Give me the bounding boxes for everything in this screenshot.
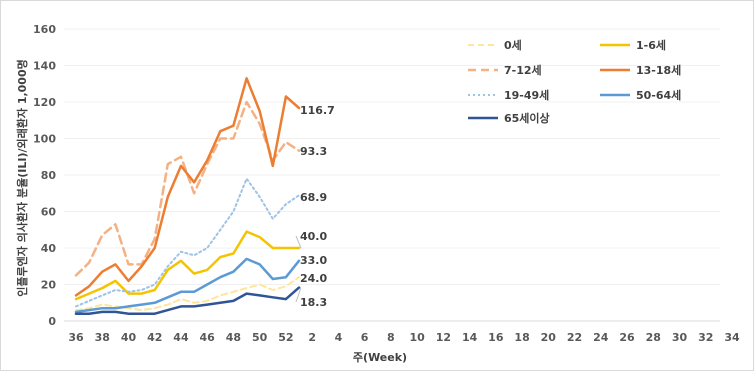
series-line-0세 — [75, 276, 300, 312]
x-tick-label: 46 — [200, 331, 216, 344]
end-value-label: 24.0 — [300, 272, 327, 285]
y-tick-label: 100 — [33, 133, 56, 146]
legend-label: 1-6세 — [636, 38, 666, 52]
x-tick-label: 44 — [173, 331, 189, 344]
x-tick-label: 8 — [387, 331, 395, 344]
series-line-65세이상 — [74, 286, 301, 315]
x-tick-label: 50 — [252, 331, 268, 344]
series-layer — [74, 77, 301, 315]
x-tick-label: 52 — [278, 331, 293, 344]
legend: 0세 1-6세 7-12세 13-18세 19-49세 50-64세 65세이상 — [468, 38, 681, 125]
legend-label: 7-12세 — [504, 63, 542, 77]
x-tick-label: 10 — [409, 331, 425, 344]
series-line-1-6세 — [74, 230, 301, 301]
x-axis-title: 주(Week) — [353, 351, 407, 364]
series-line-19-49세 — [75, 177, 300, 308]
x-tick-label: 40 — [121, 331, 137, 344]
y-axis-title: 인플루엔자 의사환자 분율(ILI)/외래환자 1,000명 — [15, 59, 29, 296]
x-tick-label: 16 — [488, 331, 504, 344]
x-tick-label: 30 — [672, 331, 688, 344]
x-tick-label: 14 — [462, 331, 478, 344]
y-tick-label: 20 — [41, 279, 57, 292]
x-tick-label: 42 — [147, 331, 162, 344]
x-tick-label: 4 — [335, 331, 343, 344]
x-tick-label: 24 — [593, 331, 609, 344]
x-tick-label: 36 — [68, 331, 84, 344]
grid-layer — [64, 28, 720, 285]
legend-label: 19-49세 — [504, 88, 549, 102]
x-tick-label: 38 — [95, 331, 110, 344]
x-tick-label: 2 — [308, 331, 316, 344]
y-tick-label: 40 — [41, 242, 57, 255]
end-value-label: 40.0 — [300, 230, 327, 243]
x-tick-label: 26 — [619, 331, 635, 344]
end-value-label: 93.3 — [300, 145, 327, 158]
legend-label: 50-64세 — [636, 88, 681, 102]
end-value-label: 18.3 — [300, 296, 327, 309]
end-label-leader — [295, 287, 302, 303]
y-tick-label: 80 — [41, 169, 57, 182]
end-value-label: 68.9 — [300, 191, 327, 204]
series-line-50-64세 — [74, 257, 301, 314]
x-tick-label: 32 — [698, 331, 713, 344]
end-value-label: 33.0 — [300, 254, 327, 267]
y-tick-label: 120 — [33, 96, 56, 109]
y-tick-label: 160 — [33, 23, 56, 36]
x-tick-label: 22 — [567, 331, 582, 344]
y-tick-label: 60 — [41, 206, 57, 219]
x-tick-label: 6 — [361, 331, 369, 344]
x-tick-label: 28 — [646, 331, 661, 344]
legend-label: 65세이상 — [504, 111, 550, 125]
legend-label: 13-18세 — [636, 63, 681, 77]
x-tick-label: 18 — [514, 331, 529, 344]
end-value-label: 116.7 — [300, 104, 335, 117]
end-label-leader — [295, 235, 302, 249]
x-tick-label: 12 — [436, 331, 451, 344]
legend-label: 0세 — [504, 38, 522, 52]
x-tick-label: 20 — [541, 331, 557, 344]
x-tick-label: 48 — [226, 331, 241, 344]
x-tick-label: 34 — [724, 331, 740, 344]
end-label-layer: 24.0 40.0 93.3 116.7 68.9 33.0 18.3 — [295, 104, 335, 309]
y-tick-label: 0 — [48, 315, 56, 328]
y-tick-label: 140 — [33, 60, 56, 73]
series-line-13-18세 — [74, 77, 301, 297]
